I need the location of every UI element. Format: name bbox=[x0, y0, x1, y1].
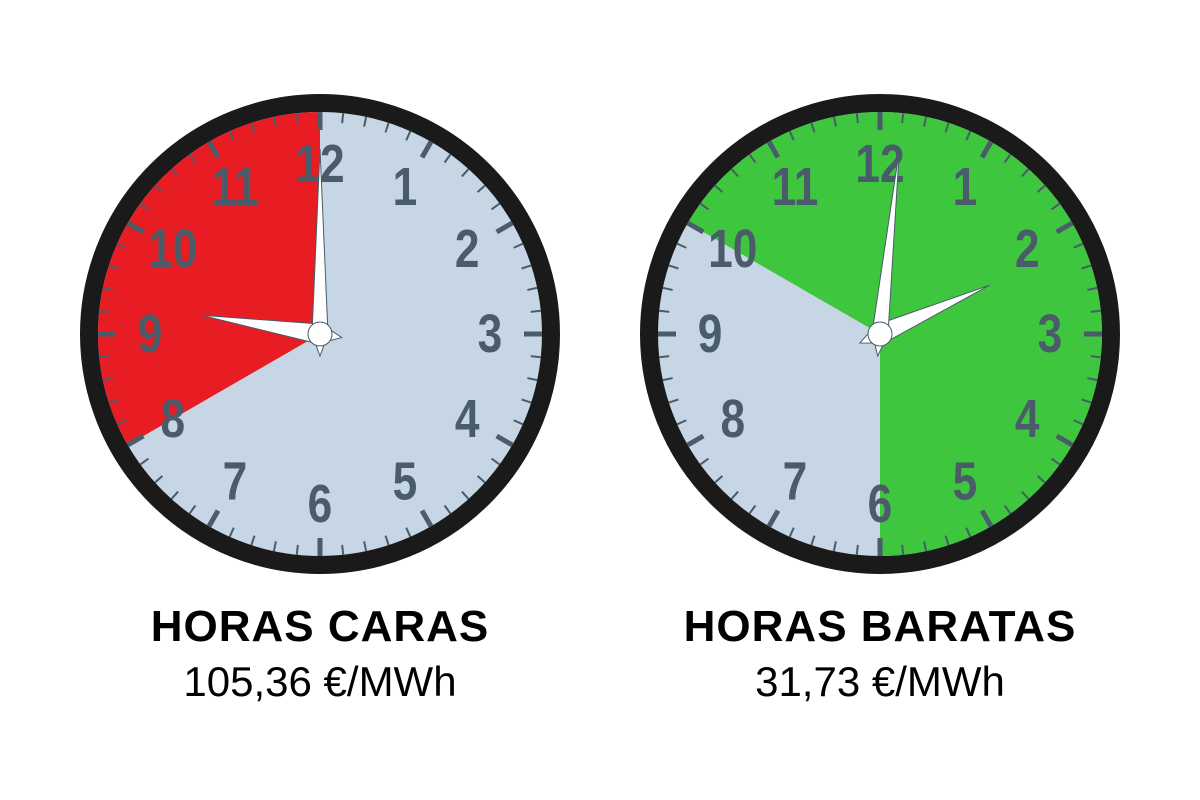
expensive-hours-clock: 123456789101112 bbox=[80, 94, 560, 574]
svg-text:3: 3 bbox=[1038, 304, 1063, 364]
svg-text:2: 2 bbox=[1015, 219, 1040, 279]
cheap-hours-title: HORAS BARATAS bbox=[684, 602, 1077, 652]
svg-text:2: 2 bbox=[455, 219, 480, 279]
svg-text:3: 3 bbox=[478, 304, 503, 364]
svg-text:11: 11 bbox=[212, 157, 259, 217]
expensive-hours-title: HORAS CARAS bbox=[151, 602, 490, 652]
svg-text:4: 4 bbox=[455, 389, 480, 449]
expensive-hours-panel: 123456789101112 HORAS CARAS 105,36 €/MWh bbox=[80, 94, 560, 706]
svg-text:5: 5 bbox=[953, 451, 978, 511]
infographic-container: 123456789101112 HORAS CARAS 105,36 €/MWh… bbox=[80, 94, 1120, 706]
svg-text:7: 7 bbox=[223, 451, 248, 511]
cheap-hours-price: 31,73 €/MWh bbox=[684, 658, 1077, 706]
svg-text:10: 10 bbox=[708, 219, 757, 279]
svg-text:6: 6 bbox=[868, 474, 893, 534]
svg-text:6: 6 bbox=[308, 474, 333, 534]
svg-text:8: 8 bbox=[720, 389, 745, 449]
svg-text:1: 1 bbox=[953, 157, 978, 217]
svg-text:11: 11 bbox=[772, 157, 819, 217]
expensive-hours-labels: HORAS CARAS 105,36 €/MWh bbox=[151, 602, 490, 706]
svg-text:8: 8 bbox=[160, 389, 185, 449]
svg-text:4: 4 bbox=[1015, 389, 1040, 449]
svg-text:9: 9 bbox=[698, 304, 723, 364]
svg-text:5: 5 bbox=[393, 451, 418, 511]
svg-text:1: 1 bbox=[393, 157, 418, 217]
cheap-hours-labels: HORAS BARATAS 31,73 €/MWh bbox=[684, 602, 1077, 706]
svg-text:9: 9 bbox=[138, 304, 163, 364]
cheap-hours-panel: 123456789101112 HORAS BARATAS 31,73 €/MW… bbox=[640, 94, 1120, 706]
expensive-hours-price: 105,36 €/MWh bbox=[151, 658, 490, 706]
cheap-hours-clock: 123456789101112 bbox=[640, 94, 1120, 574]
svg-text:10: 10 bbox=[148, 219, 197, 279]
svg-text:7: 7 bbox=[783, 451, 808, 511]
